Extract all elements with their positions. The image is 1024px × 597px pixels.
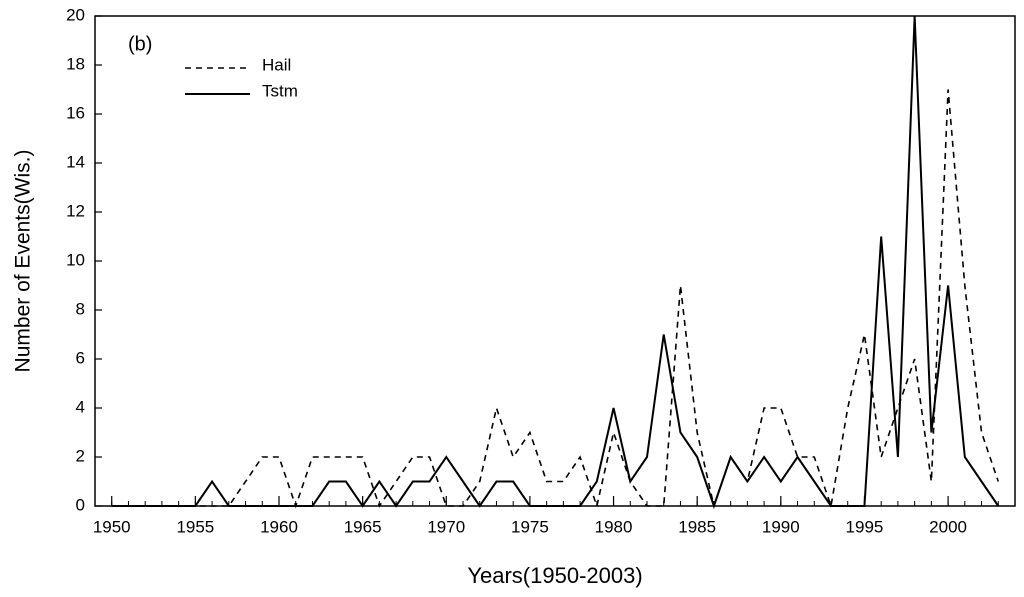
y-tick-label: 6 [76, 348, 85, 367]
x-tick-label: 2000 [929, 517, 967, 536]
x-tick-label: 1960 [260, 517, 298, 536]
plot-frame [94, 15, 1016, 507]
x-axis-label: Years(1950-2003) [467, 563, 642, 588]
series-line [111, 15, 1000, 510]
legend-label: Hail [262, 55, 291, 74]
y-tick-label: 0 [76, 495, 85, 514]
y-tick-label: 2 [76, 446, 85, 465]
y-tick-label: 18 [66, 54, 85, 73]
legend-label: Tstm [262, 81, 298, 100]
y-tick-label: 16 [66, 103, 85, 122]
series-line [111, 89, 1000, 509]
x-tick-label: 1995 [846, 517, 884, 536]
x-tick-label: 1955 [176, 517, 214, 536]
y-tick-label: 8 [76, 299, 85, 318]
y-tick-label: 4 [76, 397, 85, 416]
x-tick-label: 1950 [93, 517, 131, 536]
y-tick-label: 10 [66, 250, 85, 269]
x-tick-label: 1990 [762, 517, 800, 536]
y-tick-label: 12 [66, 201, 85, 220]
x-tick-label: 1985 [678, 517, 716, 536]
y-tick-label: 20 [66, 5, 85, 24]
x-tick-label: 1970 [427, 517, 465, 536]
x-tick-label: 1965 [344, 517, 382, 536]
y-axis-label: Number of Events(Wis.) [12, 150, 35, 373]
annotation: (b) [128, 33, 152, 55]
y-tick-label: 14 [66, 152, 85, 171]
x-tick-label: 1980 [595, 517, 633, 536]
x-tick-label: 1975 [511, 517, 549, 536]
